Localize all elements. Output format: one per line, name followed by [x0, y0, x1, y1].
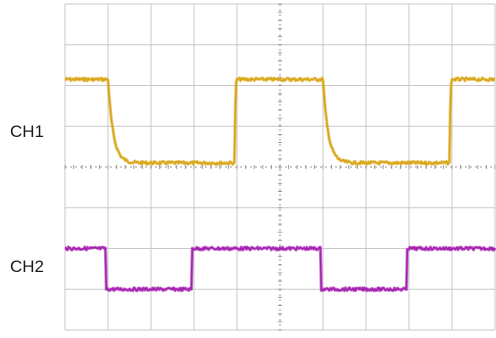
- grid: [65, 4, 495, 330]
- ch1-label: CH1: [10, 122, 44, 142]
- ch2-label: CH2: [10, 257, 44, 277]
